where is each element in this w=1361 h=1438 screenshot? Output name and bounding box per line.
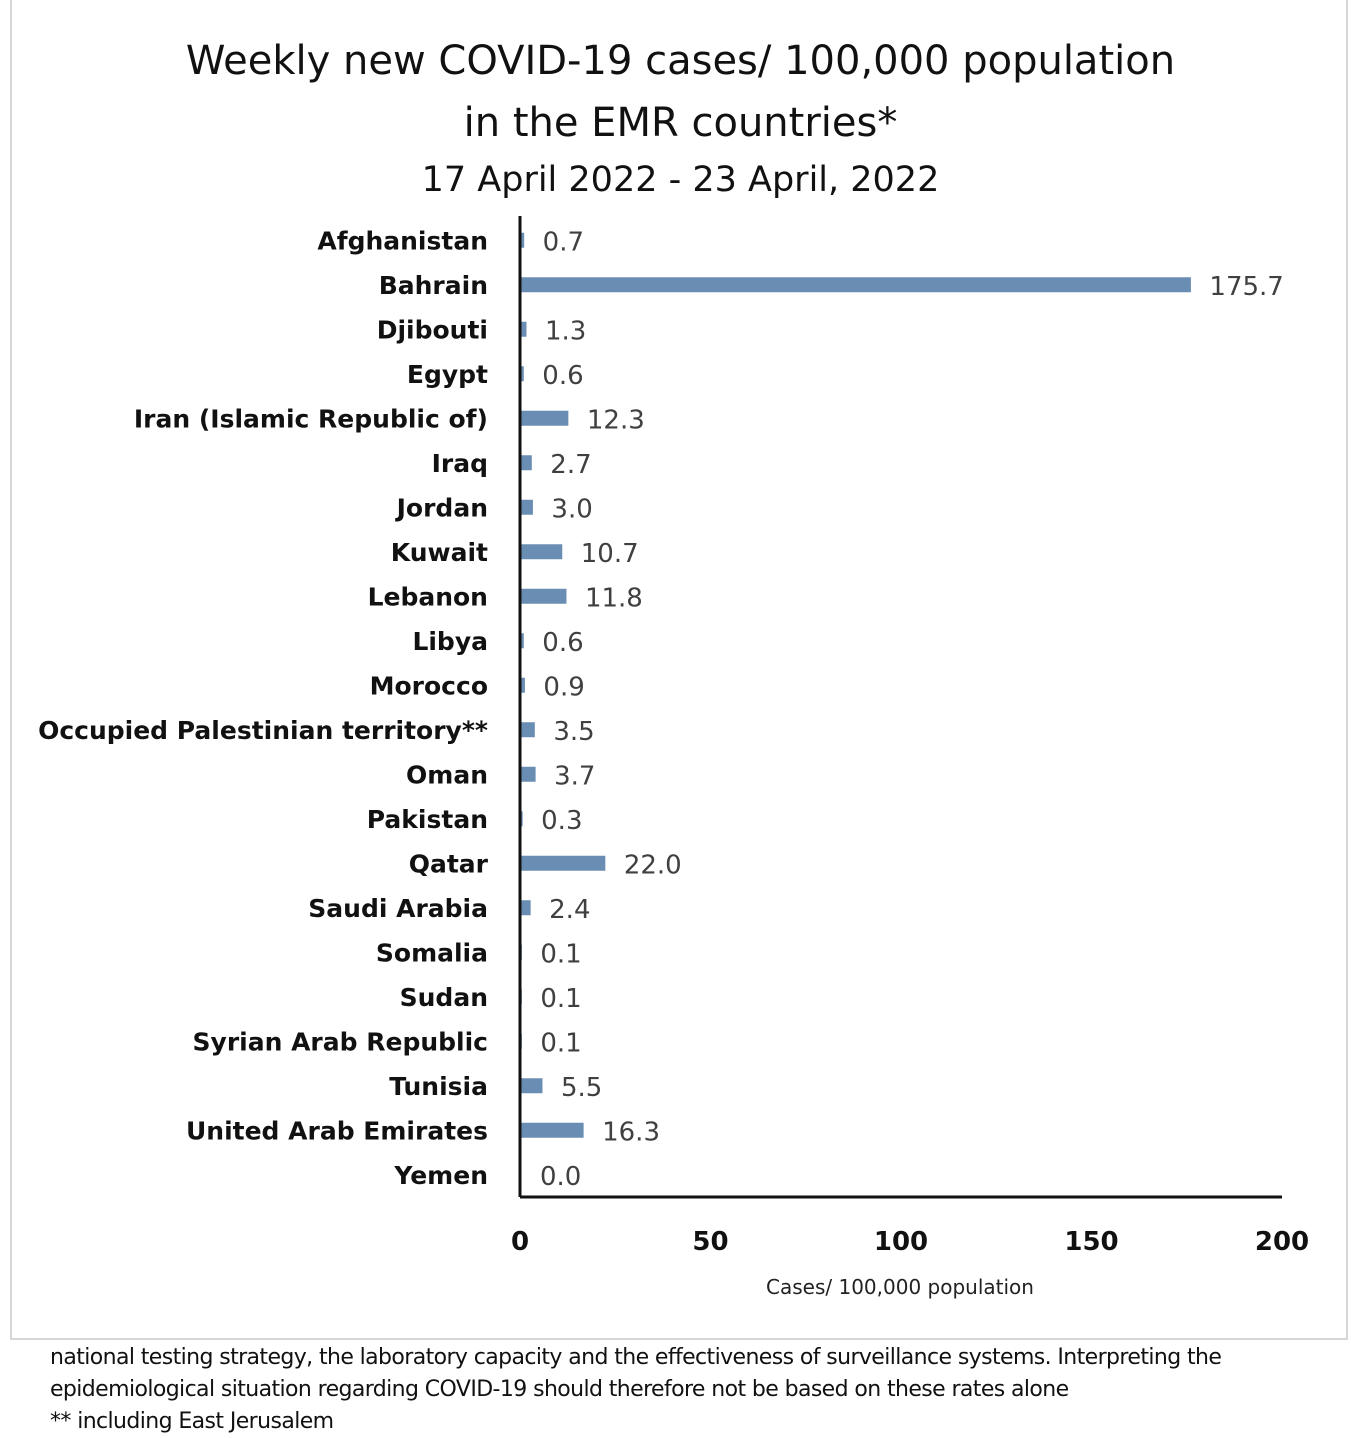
bar-chart: Afghanistan Bahrain Djibouti Egypt Iran (Isl… (0, 0, 1361, 1340)
bar (522, 633, 524, 648)
x-tick-label: 50 (692, 1227, 728, 1257)
category-label: Iran (Islamic Republic of) (134, 404, 488, 433)
category-label: Bahrain (379, 271, 488, 300)
value-label: 3.0 (551, 494, 592, 524)
value-label: 2.4 (549, 895, 590, 925)
footnote: national testing strategy, the laborator… (50, 1342, 1340, 1438)
bars-group (522, 233, 1191, 1138)
value-label: 5.5 (561, 1073, 602, 1103)
value-label: 3.5 (553, 717, 594, 747)
value-label: 0.6 (542, 628, 583, 658)
value-label: 16.3 (602, 1117, 660, 1147)
category-label: Somalia (376, 938, 488, 967)
value-label: 12.3 (587, 405, 645, 435)
category-label: Syrian Arab Republic (193, 1027, 488, 1056)
bar (522, 500, 533, 515)
category-label: Yemen (393, 1161, 488, 1190)
value-label: 175.7 (1209, 272, 1283, 302)
value-label: 1.3 (545, 316, 586, 346)
category-label: Kuwait (391, 538, 488, 567)
bar (522, 544, 563, 559)
category-label: Libya (412, 627, 488, 656)
footnote-line: national testing strategy, the laborator… (50, 1342, 1340, 1374)
value-label: 0.1 (540, 1028, 581, 1058)
value-label: 0.7 (543, 227, 584, 257)
x-tick-labels: 0 50 100 150 200 (511, 1227, 1309, 1257)
category-label: Iraq (432, 449, 488, 478)
bar (522, 856, 606, 871)
bar (522, 322, 527, 337)
value-label: 0.1 (540, 939, 581, 969)
bar (522, 1123, 584, 1138)
x-tick-label: 150 (1064, 1227, 1118, 1257)
bar (522, 722, 535, 737)
value-label: 0.6 (542, 361, 583, 391)
category-label: Oman (406, 760, 488, 789)
value-labels: 0.7175.71.30.612.32.73.010.711.80.60.93.… (540, 227, 1284, 1192)
category-label: Morocco (370, 671, 488, 700)
category-label: United Arab Emirates (186, 1116, 488, 1145)
category-label: Djibouti (377, 315, 488, 344)
category-label: Egypt (407, 360, 488, 389)
value-label: 0.3 (541, 806, 582, 836)
category-label: Qatar (409, 849, 489, 878)
x-tick-label: 200 (1255, 1227, 1309, 1257)
bar (522, 233, 525, 248)
value-label: 3.7 (554, 761, 595, 791)
x-tick-label: 100 (874, 1227, 928, 1257)
footnote-line: ** including East Jerusalem (50, 1406, 1340, 1438)
category-label: Sudan (400, 983, 488, 1012)
footnote-line: epidemiological situation regarding COVI… (50, 1374, 1340, 1406)
value-label: 10.7 (581, 539, 639, 569)
bar (522, 277, 1191, 292)
value-label: 2.7 (550, 450, 591, 480)
category-label: Occupied Palestinian territory** (38, 716, 488, 745)
category-label: Lebanon (368, 582, 488, 611)
bar (522, 411, 569, 426)
category-label: Pakistan (367, 805, 488, 834)
bar (522, 900, 531, 915)
bar (522, 366, 524, 381)
bar (522, 811, 523, 826)
category-label: Tunisia (389, 1072, 488, 1101)
bar (522, 455, 532, 470)
value-label: 11.8 (585, 583, 643, 613)
x-axis-label: Cases/ 100,000 population (766, 1275, 1034, 1299)
value-label: 0.9 (543, 672, 584, 702)
category-label: Jordan (395, 493, 488, 522)
category-label: Afghanistan (317, 226, 488, 255)
bar (522, 1078, 543, 1093)
x-tick-label: 0 (511, 1227, 529, 1257)
bar (522, 678, 525, 693)
bar (522, 589, 567, 604)
bar (522, 767, 536, 782)
category-labels: Afghanistan Bahrain Djibouti Egypt Iran (Isl… (38, 226, 489, 1190)
value-label: 0.0 (540, 1162, 581, 1192)
category-label: Saudi Arabia (308, 894, 488, 923)
value-label: 0.1 (540, 984, 581, 1014)
value-label: 22.0 (624, 850, 682, 880)
